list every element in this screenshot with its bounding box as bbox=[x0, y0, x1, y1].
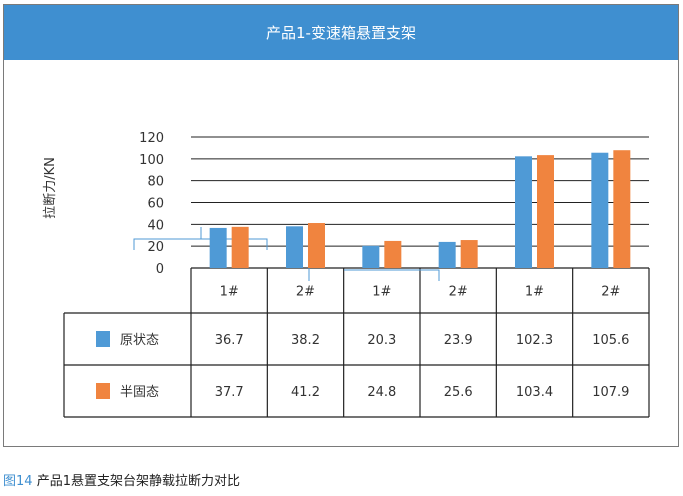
chart-svg: 0 20 40 60 80 100 120 拉断力/KN 1# 2# 1# 2# 1# 2# 原状态 36.7… bbox=[43, 131, 650, 418]
bar-s1-3 bbox=[438, 241, 456, 268]
y-axis-label: 拉断力/KN bbox=[43, 157, 58, 219]
table-value: 41.2 bbox=[291, 385, 320, 400]
category-label: 2# bbox=[601, 285, 620, 300]
bar-s1-5 bbox=[591, 152, 609, 268]
table-value: 105.6 bbox=[592, 333, 629, 348]
y-tick-label: 40 bbox=[147, 218, 164, 233]
bar-s2-4 bbox=[537, 155, 554, 268]
y-tick-label: 100 bbox=[139, 153, 164, 168]
y-tick-label: 60 bbox=[147, 197, 164, 212]
category-label: 1# bbox=[525, 285, 544, 300]
category-label: 2# bbox=[296, 285, 315, 300]
figure-caption-text: 产品1悬置支架台架静载拉断力对比 bbox=[36, 474, 240, 489]
table-value: 107.9 bbox=[592, 385, 629, 400]
chart-title: 产品1-变速箱悬置支架 bbox=[266, 24, 416, 42]
y-tick-label: 80 bbox=[147, 175, 164, 190]
table-value: 23.9 bbox=[444, 333, 473, 348]
chart-header: 产品1-变速箱悬置支架 bbox=[4, 5, 678, 60]
bar-s1-4 bbox=[515, 156, 532, 268]
table-value: 103.4 bbox=[516, 385, 553, 400]
legend-label-1: 原状态 bbox=[120, 333, 159, 348]
table-value: 38.2 bbox=[291, 333, 320, 348]
legend-swatch-2 bbox=[96, 383, 110, 399]
table-value: 36.7 bbox=[215, 333, 244, 348]
y-tick-label: 20 bbox=[147, 240, 164, 255]
bar-s2-3 bbox=[460, 240, 478, 268]
table-value: 37.7 bbox=[215, 385, 244, 400]
bar-s2-1 bbox=[308, 223, 325, 268]
bar-s1-2 bbox=[362, 245, 380, 268]
chart-frame: 产品1-变速箱悬置支架 0 20 40 60 80 100 120 拉断力/KN 1# 2# 1# 2… bbox=[3, 4, 679, 447]
figure-number: 图14 bbox=[3, 474, 33, 489]
y-tick-label: 0 bbox=[156, 262, 164, 277]
table-value: 24.8 bbox=[367, 385, 396, 400]
category-label: 1# bbox=[220, 285, 239, 300]
bar-s1-1 bbox=[286, 226, 303, 268]
group-bracket bbox=[344, 269, 440, 281]
y-tick-label: 120 bbox=[139, 131, 164, 146]
figure-caption: 图14 产品1悬置支架台架静载拉断力对比 bbox=[3, 470, 240, 489]
legend-label-2: 半固态 bbox=[120, 385, 159, 400]
table-value: 20.3 bbox=[367, 333, 396, 348]
bar-s1-0 bbox=[209, 227, 227, 268]
bar-s2-0 bbox=[231, 226, 249, 268]
table-value: 102.3 bbox=[516, 333, 553, 348]
bar-s2-5 bbox=[613, 150, 631, 268]
bar-s2-2 bbox=[384, 240, 402, 268]
category-label: 1# bbox=[372, 285, 391, 300]
table-value: 25.6 bbox=[444, 385, 473, 400]
category-label: 2# bbox=[449, 285, 468, 300]
legend-swatch-1 bbox=[96, 331, 110, 347]
